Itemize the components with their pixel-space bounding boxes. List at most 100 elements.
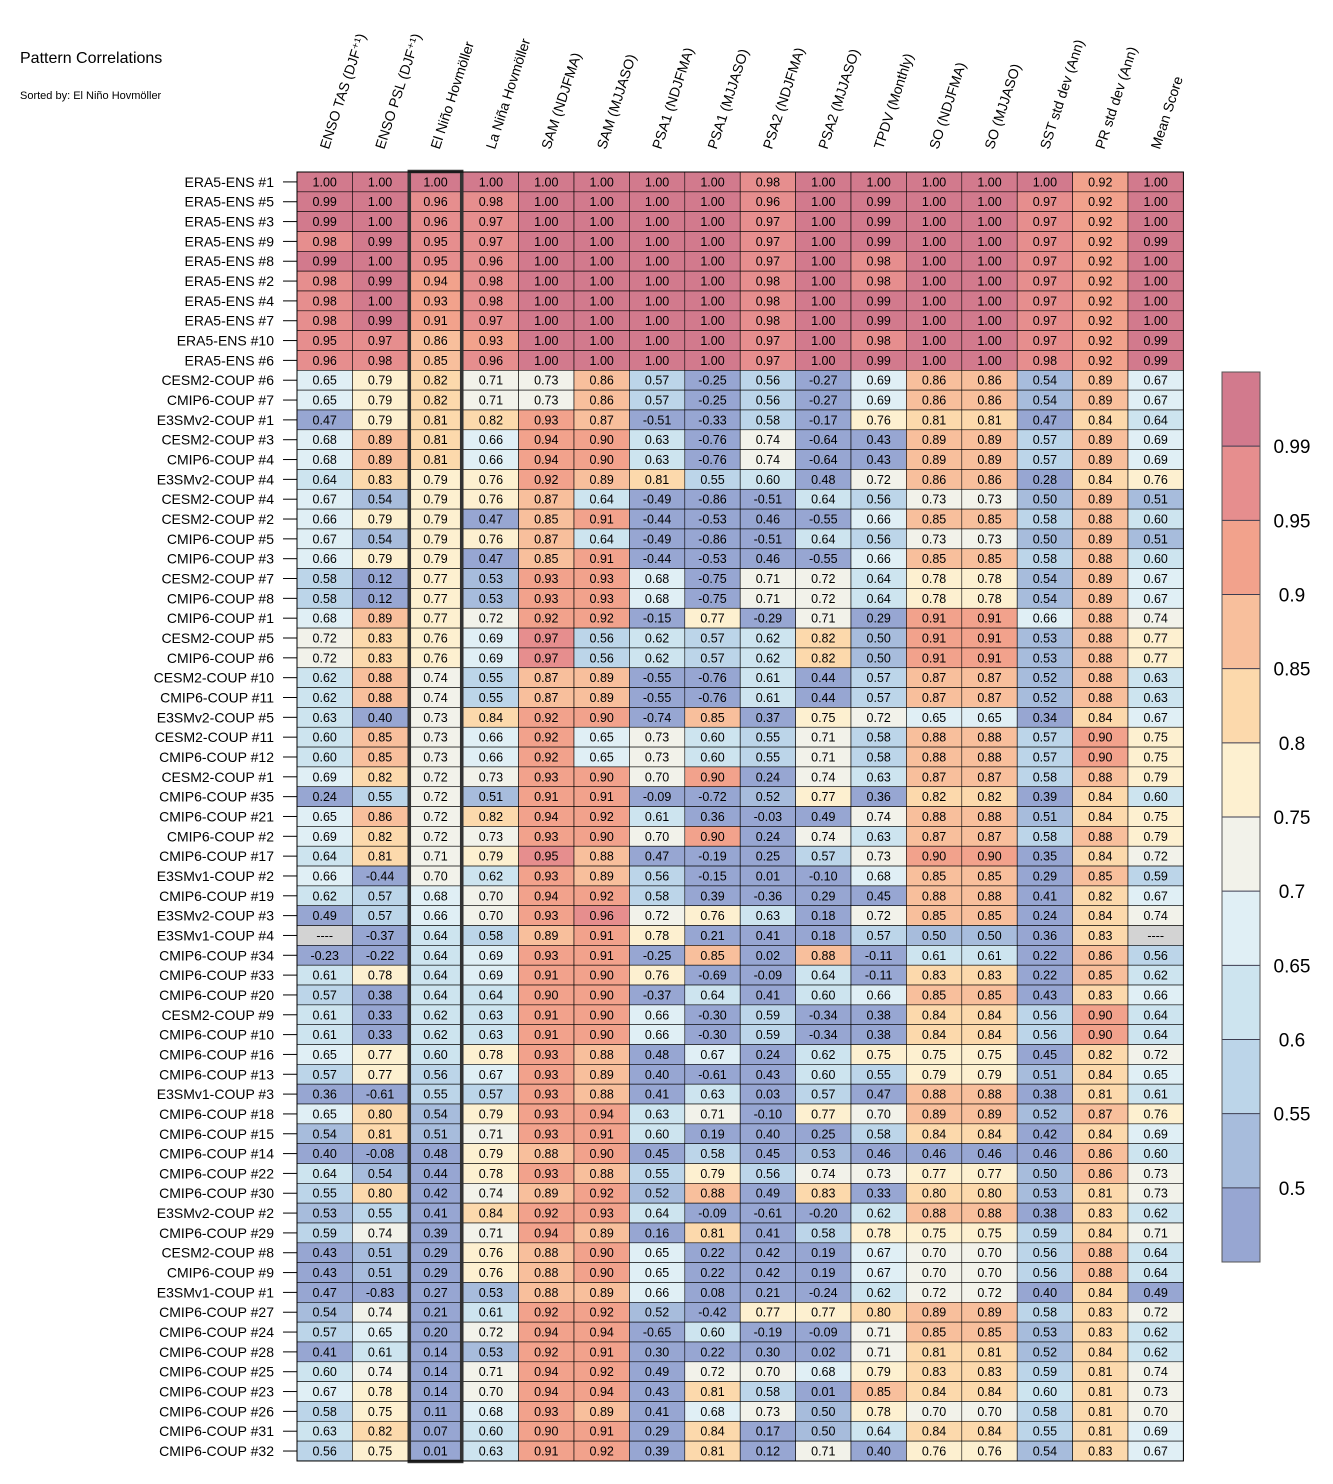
cell-value-label: 1.00 [590,235,614,249]
cell-value-label: 0.66 [423,909,447,923]
cell-value-label: 0.88 [1088,1266,1112,1280]
cell-value-label: 1.00 [534,294,558,308]
cell-value-label: 0.67 [700,1048,724,1062]
cell-value-label: 0.69 [479,969,503,983]
cell-value-label: 0.70 [479,889,503,903]
cell-value-label: -0.61 [366,1088,395,1102]
column-label: PSA2 (MJJASO) [815,47,862,151]
cell-value-label: 0.92 [590,1306,614,1320]
cell-value-label: 0.88 [700,1187,724,1201]
cell-value-label: 0.70 [756,1365,780,1379]
cell-value-label: 0.75 [1144,750,1168,764]
cell-value-label: 0.71 [811,731,835,745]
cell-value-label: 0.77 [1144,651,1168,665]
cell-value-label: 0.89 [977,1306,1001,1320]
cell-value-label: 0.57 [479,1088,503,1102]
cell-value-label: 0.82 [368,770,392,784]
cell-value-label: 0.93 [534,592,558,606]
cell-value-label: 0.85 [534,513,558,527]
cell-value-label: 0.55 [368,1207,392,1221]
cell-value-label: 0.92 [534,612,558,626]
cell-value-label: 0.88 [922,731,946,745]
cell-value-label: 0.71 [700,1107,724,1121]
cell-value-label: 0.54 [313,1306,337,1320]
row-label: CMIP6-COUP #27 [159,1304,274,1320]
cell-value-label: 1.00 [1144,255,1168,269]
row-label: CESM2-COUP #8 [161,1245,274,1261]
cell-value-label: 0.91 [590,949,614,963]
cell-value-label: 0.82 [1088,889,1112,903]
cell-value-label: 0.01 [423,1445,447,1459]
cell-value-label: 0.36 [867,790,891,804]
cell-value-label: -0.09 [698,1207,727,1221]
cell-value-label: -0.17 [809,413,838,427]
colorbar-tick-label: 0.7 [1279,882,1305,903]
cell-value-label: 0.76 [423,651,447,665]
cell-value-label: 0.78 [368,1385,392,1399]
cell-value-label: 0.94 [590,1107,614,1121]
cell-value-label: 0.90 [700,770,724,784]
cell-value-label: 0.62 [423,1008,447,1022]
row-label: CMIP6-COUP #13 [159,1066,274,1082]
cell-value-label: 0.21 [700,929,724,943]
cell-value-label: 0.61 [479,1306,503,1320]
cell-value-label: 0.86 [977,473,1001,487]
cell-value-label: 0.82 [479,810,503,824]
cell-value-label: -0.33 [698,413,727,427]
cell-value-label: 0.72 [1144,1306,1168,1320]
cell-value-label: 0.57 [1033,731,1057,745]
cell-value-label: 0.94 [534,433,558,447]
cell-value-label: 1.00 [368,195,392,209]
cell-value-label: 0.84 [479,711,503,725]
cell-value-label: 0.27 [423,1286,447,1300]
cell-value-label: 0.54 [1033,1445,1057,1459]
cell-value-label: 0.66 [645,1008,669,1022]
cell-value-label: 0.89 [590,473,614,487]
cell-value-label: 1.00 [811,195,835,209]
row-label: CMIP6-COUP #19 [159,888,274,904]
cell-value-label: 0.97 [1033,215,1057,229]
cell-value-label: 0.82 [811,651,835,665]
row-label: CMIP6-COUP #18 [159,1106,274,1122]
row-label: E3SMv1-COUP #4 [157,927,274,943]
cell-value-label: 0.20 [423,1326,447,1340]
cell-value-label: 0.49 [313,909,337,923]
cell-value-label: 0.12 [368,592,392,606]
row-label: CMIP6-COUP #35 [159,789,274,805]
cell-value-label: 0.81 [922,413,946,427]
cell-value-label: 0.41 [645,1405,669,1419]
cell-value-label: 0.79 [368,374,392,388]
cell-value-label: 0.75 [1144,731,1168,745]
cell-value-label: 0.93 [534,1107,558,1121]
cell-value-label: 0.60 [1144,790,1168,804]
cell-value-label: 0.79 [1144,830,1168,844]
row-label: CMIP6-COUP #21 [159,808,274,824]
cell-value-label: 0.47 [313,1286,337,1300]
cell-value-label: 0.56 [313,1445,337,1459]
cell-value-label: 0.46 [1033,1147,1057,1161]
cell-value-label: 0.65 [645,1246,669,1260]
cell-value-label: 0.74 [479,1187,503,1201]
cell-value-label: 0.75 [1144,810,1168,824]
cell-value-label: 0.56 [645,869,669,883]
row-label: ERA5-ENS #3 [185,214,275,230]
cell-value-label: 0.82 [811,632,835,646]
cell-value-label: 0.92 [1088,294,1112,308]
row-label: E3SMv1-COUP #1 [157,1284,274,1300]
cell-value-label: 0.46 [867,1147,891,1161]
cell-value-label: 0.56 [756,394,780,408]
cell-value-label: 0.89 [590,869,614,883]
cell-value-label: 0.60 [645,1127,669,1141]
cell-value-label: 0.56 [756,374,780,388]
cell-value-label: 0.65 [590,731,614,745]
cell-value-label: 0.87 [922,671,946,685]
cell-value-label: 0.98 [867,334,891,348]
cell-value-label: 1.00 [645,215,669,229]
cell-value-label: 0.73 [1144,1187,1168,1201]
row-label: ERA5-ENS #10 [177,333,274,349]
cell-value-label: 1.00 [645,314,669,328]
cell-value-label: 0.74 [811,830,835,844]
cell-value-label: 1.00 [645,175,669,189]
cell-value-label: 0.62 [867,1286,891,1300]
